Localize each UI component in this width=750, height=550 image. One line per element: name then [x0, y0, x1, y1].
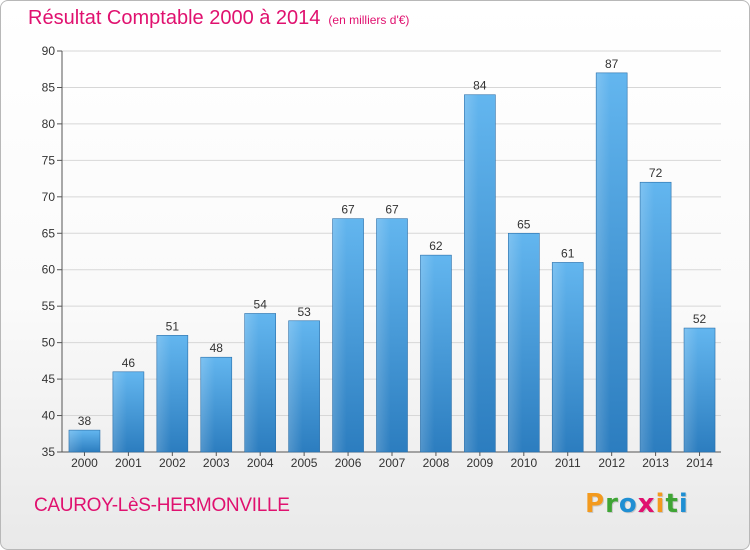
- bar-outline: [420, 254, 452, 453]
- bar-highlight: [68, 430, 83, 452]
- value-label: 72: [649, 166, 663, 180]
- bar-outline: [288, 320, 320, 453]
- logo-letter: r: [605, 489, 619, 519]
- x-tick-label: 2005: [291, 456, 318, 470]
- x-tick-label: 2012: [598, 456, 625, 470]
- logo-letter: o: [618, 489, 638, 519]
- bar-highlight: [640, 182, 655, 452]
- x-tick-label: 2013: [642, 456, 669, 470]
- x-tick-label: 2010: [510, 456, 537, 470]
- bar-outline: [244, 313, 276, 453]
- y-tick-label: 40: [42, 409, 56, 423]
- value-label: 54: [254, 297, 268, 311]
- y-tick-label: 60: [42, 263, 56, 277]
- bar-highlight: [332, 218, 347, 452]
- bar-highlight: [288, 320, 303, 452]
- logo-letter: t: [665, 489, 679, 519]
- bar-outline: [200, 356, 233, 453]
- value-label: 87: [605, 57, 619, 71]
- bar-highlight: [112, 371, 127, 452]
- bar-outline: [507, 232, 540, 453]
- y-tick-label: 90: [42, 44, 56, 58]
- chart-title: Résultat Comptable 2000 à 2014 (en millie…: [28, 7, 409, 30]
- value-label: 48: [210, 341, 224, 355]
- bar-outline: [68, 429, 101, 453]
- title-text: Résultat Comptable 2000 à 2014: [28, 7, 321, 29]
- bar-highlight: [156, 335, 171, 452]
- bar-highlight: [200, 357, 215, 452]
- value-label: 67: [341, 203, 355, 217]
- bar-outline: [464, 94, 496, 453]
- value-label: 61: [561, 246, 575, 260]
- bar-layer: 38 46 51 48 54 53 67 67 62 84 65 61 87 72 52: [68, 57, 716, 453]
- bar-highlight: [420, 255, 435, 452]
- y-tick-label: 75: [42, 153, 56, 167]
- value-label: 62: [429, 239, 443, 253]
- value-label: 84: [473, 79, 487, 93]
- x-tick-label: 2008: [423, 456, 450, 470]
- y-tick-label: 70: [42, 190, 56, 204]
- value-label: 51: [166, 319, 180, 333]
- bar-highlight: [376, 218, 391, 452]
- x-tick-label: 2003: [203, 456, 230, 470]
- value-label: 46: [122, 356, 136, 370]
- value-label: 65: [517, 217, 531, 231]
- bar-outline: [639, 181, 672, 453]
- x-tick-label: 2001: [115, 456, 142, 470]
- x-tick-label: 2002: [159, 456, 186, 470]
- bar-outline: [112, 371, 145, 453]
- axis-layer: 35 40 45 50 55 60 65 70 75 80 85 90 2000 2001 2002 2003…: [42, 44, 721, 470]
- y-tick-label: 50: [42, 336, 56, 350]
- x-tick-label: 2007: [379, 456, 406, 470]
- bar-highlight: [508, 233, 523, 452]
- bar-outline: [551, 262, 584, 453]
- logo-letter: i: [655, 489, 666, 519]
- value-label: 38: [78, 414, 92, 428]
- bar-outline: [376, 218, 408, 453]
- y-tick-label: 80: [42, 117, 56, 131]
- logo-letter: x: [637, 489, 656, 519]
- value-label: 52: [693, 312, 707, 326]
- y-tick-label: 65: [42, 226, 56, 240]
- bar-outline: [595, 72, 628, 453]
- x-tick-label: 2011: [555, 456, 581, 470]
- y-tick-label: 85: [42, 80, 56, 94]
- logo-letter: i: [678, 489, 689, 519]
- x-tick-label: 2014: [686, 456, 713, 470]
- y-tick-label: 55: [42, 299, 56, 313]
- value-label: 67: [385, 203, 399, 217]
- x-tick-label: 2004: [247, 456, 274, 470]
- value-label: 53: [297, 305, 311, 319]
- bar-highlight: [552, 262, 567, 452]
- x-tick-label: 2006: [335, 456, 362, 470]
- x-tick-label: 2000: [71, 456, 98, 470]
- logo-letter: P: [585, 489, 606, 519]
- commune-name: CAUROY-LèS-HERMONVILLE: [34, 495, 290, 516]
- bar-outline: [683, 327, 716, 453]
- bar-highlight: [464, 94, 479, 452]
- y-tick-label: 45: [42, 372, 56, 386]
- proxiti-logo: Proxiti: [585, 489, 689, 519]
- y-tick-label: 35: [42, 445, 56, 459]
- bar-highlight: [596, 72, 611, 452]
- x-tick-label: 2009: [467, 456, 494, 470]
- bar-highlight: [244, 313, 259, 452]
- bar-outline: [156, 335, 189, 453]
- bar-highlight: [684, 328, 698, 452]
- bar-outline: [332, 218, 364, 453]
- chart-subtitle: (en milliers d'€): [328, 13, 410, 27]
